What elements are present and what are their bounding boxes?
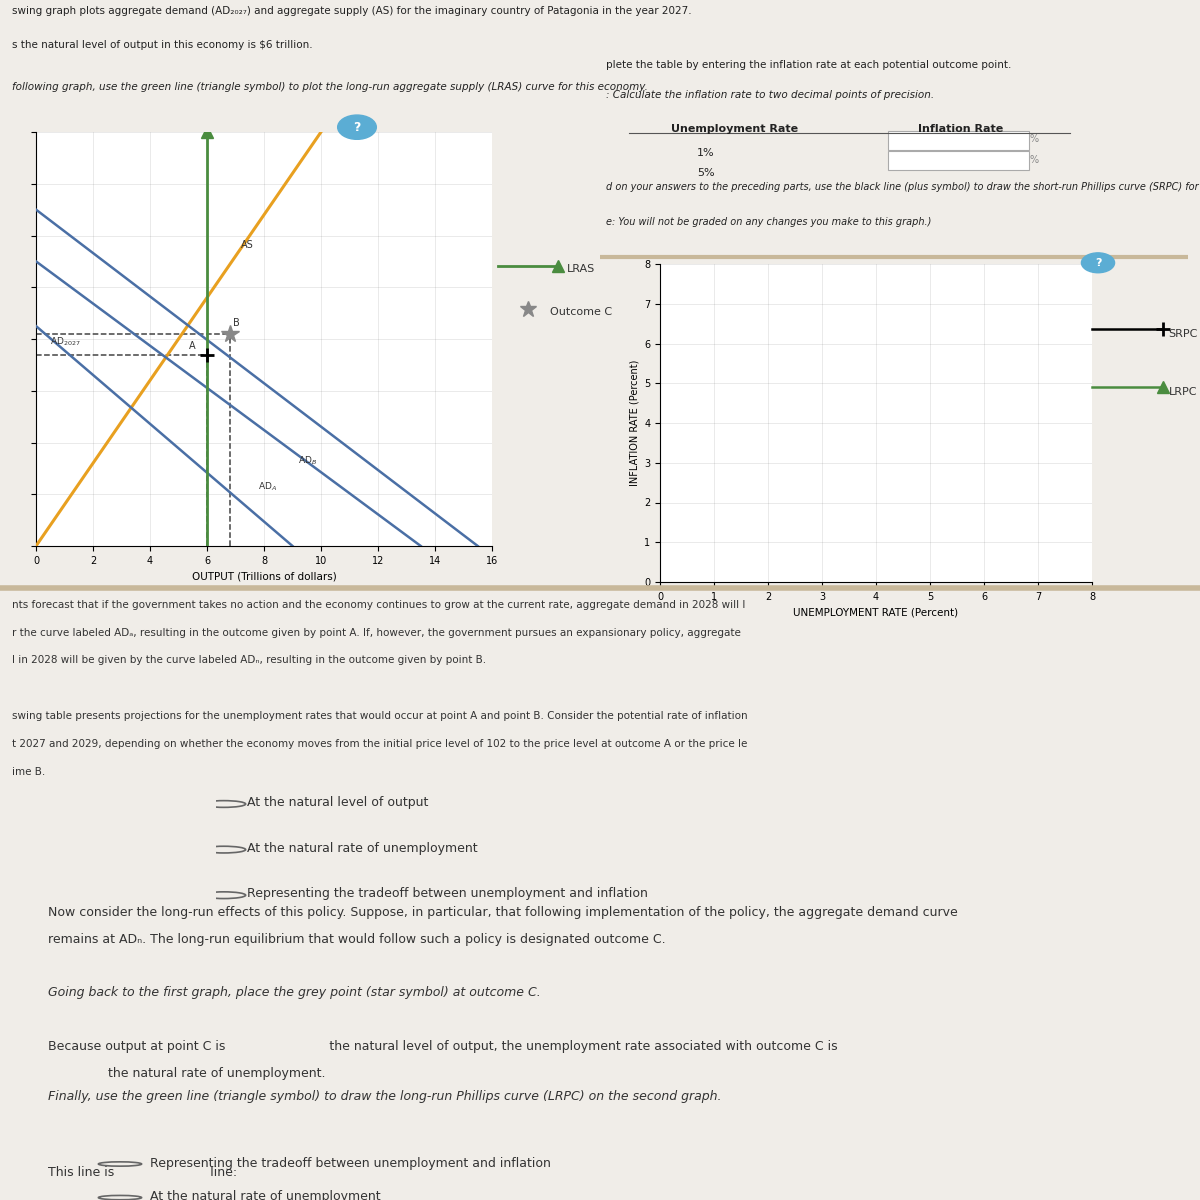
Text: 5%: 5% [697, 168, 715, 178]
Text: Because output at point C is                          the natural level of outpu: Because output at point C is the natural… [48, 1040, 838, 1054]
Text: following graph, use the green line (triangle symbol) to plot the long-run aggre: following graph, use the green line (tri… [12, 82, 648, 92]
Text: Inflation Rate: Inflation Rate [918, 124, 1003, 133]
Text: swing graph plots aggregate demand (AD₂₀₂₇) and aggregate supply (AS) for the im: swing graph plots aggregate demand (AD₂₀… [12, 6, 691, 16]
X-axis label: OUTPUT (Trillions of dollars): OUTPUT (Trillions of dollars) [192, 571, 336, 581]
Text: Finally, use the green line (triangle symbol) to draw the long-run Phillips curv: Finally, use the green line (triangle sy… [48, 1090, 721, 1103]
Text: d on your answers to the preceding parts, use the black line (plus symbol) to dr: d on your answers to the preceding parts… [606, 181, 1200, 192]
Text: %: % [1030, 134, 1038, 144]
Text: AS: AS [241, 240, 254, 251]
Text: LRPC: LRPC [1169, 386, 1198, 397]
Text: Outcome C: Outcome C [550, 307, 612, 318]
Text: Representing the tradeoff between unemployment and inflation: Representing the tradeoff between unempl… [247, 888, 648, 900]
Text: : Calculate the inflation rate to two decimal points of precision.: : Calculate the inflation rate to two de… [606, 90, 934, 100]
Text: B: B [233, 318, 240, 328]
Text: Going back to the first graph, place the grey point (star symbol) at outcome C.: Going back to the first graph, place the… [48, 986, 541, 1000]
Text: swing table presents projections for the unemployment rates that would occur at : swing table presents projections for the… [12, 712, 748, 721]
Text: This line is                        line:: This line is line: [48, 1166, 238, 1180]
Text: e: You will not be graded on any changes you make to this graph.): e: You will not be graded on any changes… [606, 217, 931, 227]
Text: At the natural rate of unemployment: At the natural rate of unemployment [247, 842, 478, 854]
Text: r the curve labeled ADₐ, resulting in the outcome given by point A. If, however,: r the curve labeled ADₐ, resulting in th… [12, 628, 740, 637]
Text: AD$_B$: AD$_B$ [298, 454, 317, 467]
FancyBboxPatch shape [888, 151, 1030, 170]
Text: ime B.: ime B. [12, 767, 46, 776]
Text: AD$_A$: AD$_A$ [258, 480, 277, 492]
Circle shape [1081, 253, 1115, 272]
Text: ?: ? [353, 121, 361, 133]
Text: At the natural rate of unemployment: At the natural rate of unemployment [150, 1190, 380, 1200]
Text: LRAS: LRAS [566, 264, 595, 274]
Text: ?: ? [1094, 258, 1102, 268]
Text: plete the table by entering the inflation rate at each potential outcome point.: plete the table by entering the inflatio… [606, 60, 1012, 70]
Text: At the natural level of output: At the natural level of output [247, 797, 428, 809]
Text: remains at ADₙ. The long-run equilibrium that would follow such a policy is desi: remains at ADₙ. The long-run equilibrium… [48, 932, 666, 946]
Text: the natural rate of unemployment.: the natural rate of unemployment. [48, 1068, 325, 1080]
Text: Unemployment Rate: Unemployment Rate [671, 124, 798, 133]
Text: t 2027 and 2029, depending on whether the economy moves from the initial price l: t 2027 and 2029, depending on whether th… [12, 739, 748, 749]
Text: 1%: 1% [697, 148, 715, 157]
Text: s the natural level of output in this economy is $6 trillion.: s the natural level of output in this ec… [12, 40, 313, 50]
Y-axis label: INFLATION RATE (Percent): INFLATION RATE (Percent) [630, 360, 640, 486]
Text: %: % [1030, 155, 1038, 164]
FancyBboxPatch shape [888, 131, 1030, 150]
Circle shape [337, 115, 377, 139]
Text: Representing the tradeoff between unemployment and inflation: Representing the tradeoff between unempl… [150, 1157, 551, 1170]
Text: nts forecast that if the government takes no action and the economy continues to: nts forecast that if the government take… [12, 600, 745, 610]
Text: Now consider the long-run effects of this policy. Suppose, in particular, that f: Now consider the long-run effects of thi… [48, 906, 958, 918]
Text: A: A [188, 341, 196, 352]
X-axis label: UNEMPLOYMENT RATE (Percent): UNEMPLOYMENT RATE (Percent) [793, 607, 959, 617]
Text: SRPC: SRPC [1169, 329, 1198, 340]
Text: l in 2028 will be given by the curve labeled ADₙ, resulting in the outcome given: l in 2028 will be given by the curve lab… [12, 655, 486, 666]
Text: AD$_{2027}$: AD$_{2027}$ [50, 335, 80, 348]
